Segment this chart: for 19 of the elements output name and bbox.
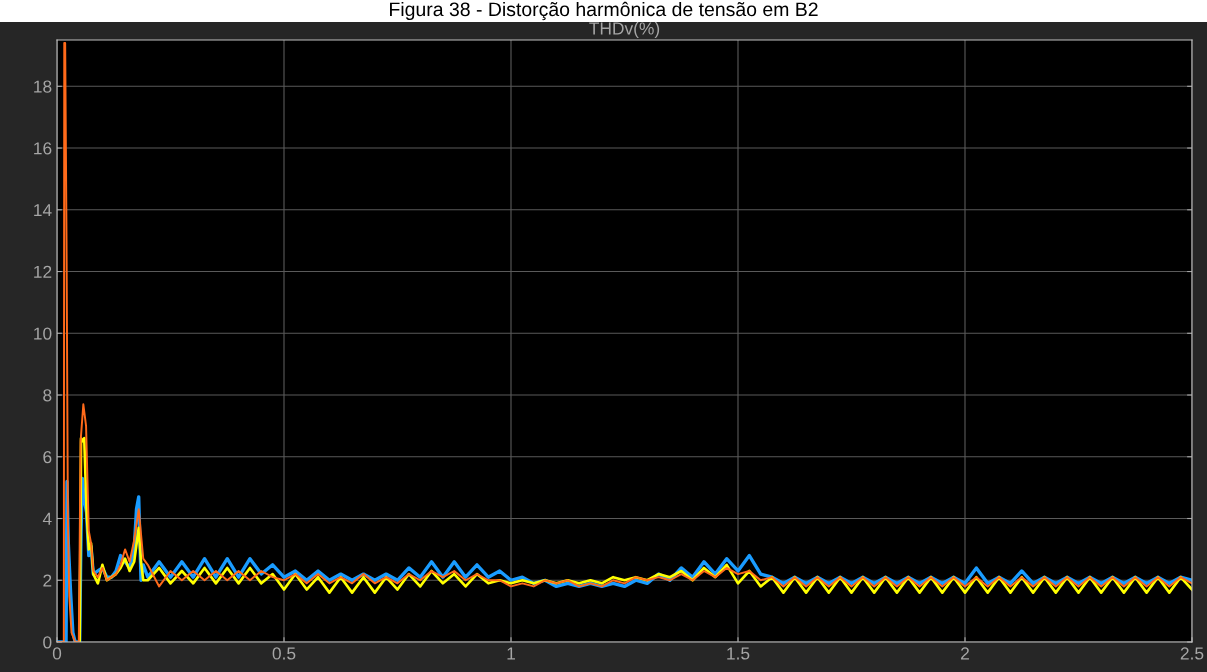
y-tick-label: 14 — [34, 204, 52, 217]
x-tick-label: 2 — [961, 647, 969, 660]
line-series — [57, 42, 1192, 642]
x-tick-label: 2.5 — [1180, 647, 1204, 660]
x-tick-label: 1 — [507, 647, 515, 660]
y-tick-label: 4 — [42, 512, 52, 525]
y-tick-label: 2 — [43, 574, 52, 587]
y-tick-label: 10 — [34, 327, 52, 340]
x-tick-label: 0 — [52, 647, 62, 660]
y-tick-label: 16 — [34, 142, 52, 155]
x-tick-label: 1.5 — [727, 647, 750, 660]
y-tick-label: 0 — [43, 636, 52, 649]
chart-subtitle: THDv(%) — [589, 21, 660, 39]
y-tick-label: 6 — [43, 450, 52, 464]
y-tick-label: 8 — [43, 389, 52, 402]
chart-title: Figura 38 - Distorção harmônica de tensão em B2 — [390, 1, 818, 21]
x-tick-label: 0.5 — [272, 647, 296, 660]
y-tick-label: 18 — [34, 80, 52, 93]
y-tick-label: 12 — [34, 265, 52, 278]
